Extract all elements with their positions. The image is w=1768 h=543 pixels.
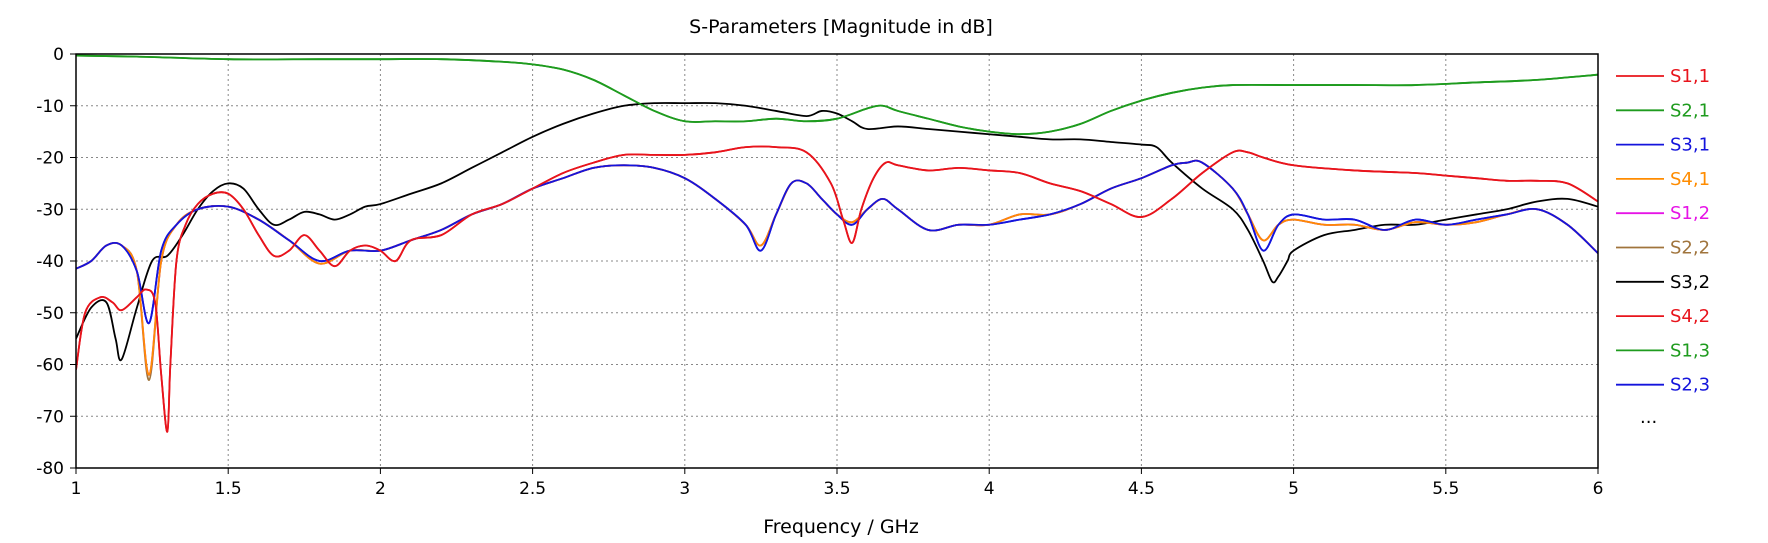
y-tick-label: -50 — [36, 304, 64, 324]
grid-lines — [76, 54, 1598, 468]
y-tick-label: -40 — [36, 252, 64, 272]
series-line-s12 — [76, 159, 1598, 376]
series-line-s32 — [76, 102, 1598, 362]
y-tick-label: -70 — [36, 407, 64, 427]
legend-label-s42: S4,2 — [1670, 306, 1710, 327]
x-tick-label: 1.5 — [215, 479, 242, 499]
legend-label-s21: S2,1 — [1670, 100, 1710, 121]
series-layer — [76, 54, 1598, 433]
y-tick-label: -10 — [36, 97, 64, 117]
legend-more-indicator: ... — [1640, 407, 1657, 428]
x-axis-label: Frequency / GHz — [763, 516, 919, 538]
series-line-s31 — [76, 159, 1598, 325]
series-line-s11 — [76, 145, 1598, 433]
legend-label-s23: S2,3 — [1670, 375, 1710, 396]
chart-title: S-Parameters [Magnitude in dB] — [689, 16, 993, 38]
y-tick-label: -30 — [36, 200, 64, 220]
y-tick-label: -60 — [36, 356, 64, 376]
legend-label-s22: S2,2 — [1670, 238, 1710, 259]
series-line-s41 — [76, 159, 1598, 376]
y-tick-label: -80 — [36, 459, 64, 479]
series-line-s21 — [76, 54, 1598, 136]
y-tick-label: 0 — [53, 45, 64, 65]
x-tick-label: 3 — [679, 479, 690, 499]
legend: S1,1 S2,1 S3,1 S4,1 S1,2 S2,2 S3,2 S4,2 S1,3 S2,3… — [1616, 66, 1710, 428]
y-axis-ticks: 0 -10 -20 -30 -40 -50 -60 -70 -80 — [36, 45, 76, 479]
legend-label-s13: S1,3 — [1670, 340, 1710, 361]
x-tick-label: 4.5 — [1128, 479, 1155, 499]
x-tick-label: 2.5 — [519, 479, 546, 499]
legend-label-s11: S1,1 — [1670, 66, 1710, 87]
x-axis-ticks: 1 1.5 2 2.5 3 3.5 4 4.5 5 5.5 6 — [71, 468, 1604, 499]
legend-label-s12: S1,2 — [1670, 203, 1710, 224]
legend-label-s31: S3,1 — [1670, 135, 1710, 156]
y-tick-label: -20 — [36, 149, 64, 169]
x-tick-label: 5 — [1288, 479, 1299, 499]
x-tick-label: 5.5 — [1432, 479, 1459, 499]
x-tick-label: 1 — [71, 479, 82, 499]
x-tick-label: 4 — [984, 479, 995, 499]
legend-label-s32: S3,2 — [1670, 272, 1710, 293]
x-tick-label: 2 — [375, 479, 386, 499]
x-tick-label: 6 — [1593, 479, 1604, 499]
legend-label-s41: S4,1 — [1670, 169, 1710, 190]
x-tick-label: 3.5 — [823, 479, 850, 499]
